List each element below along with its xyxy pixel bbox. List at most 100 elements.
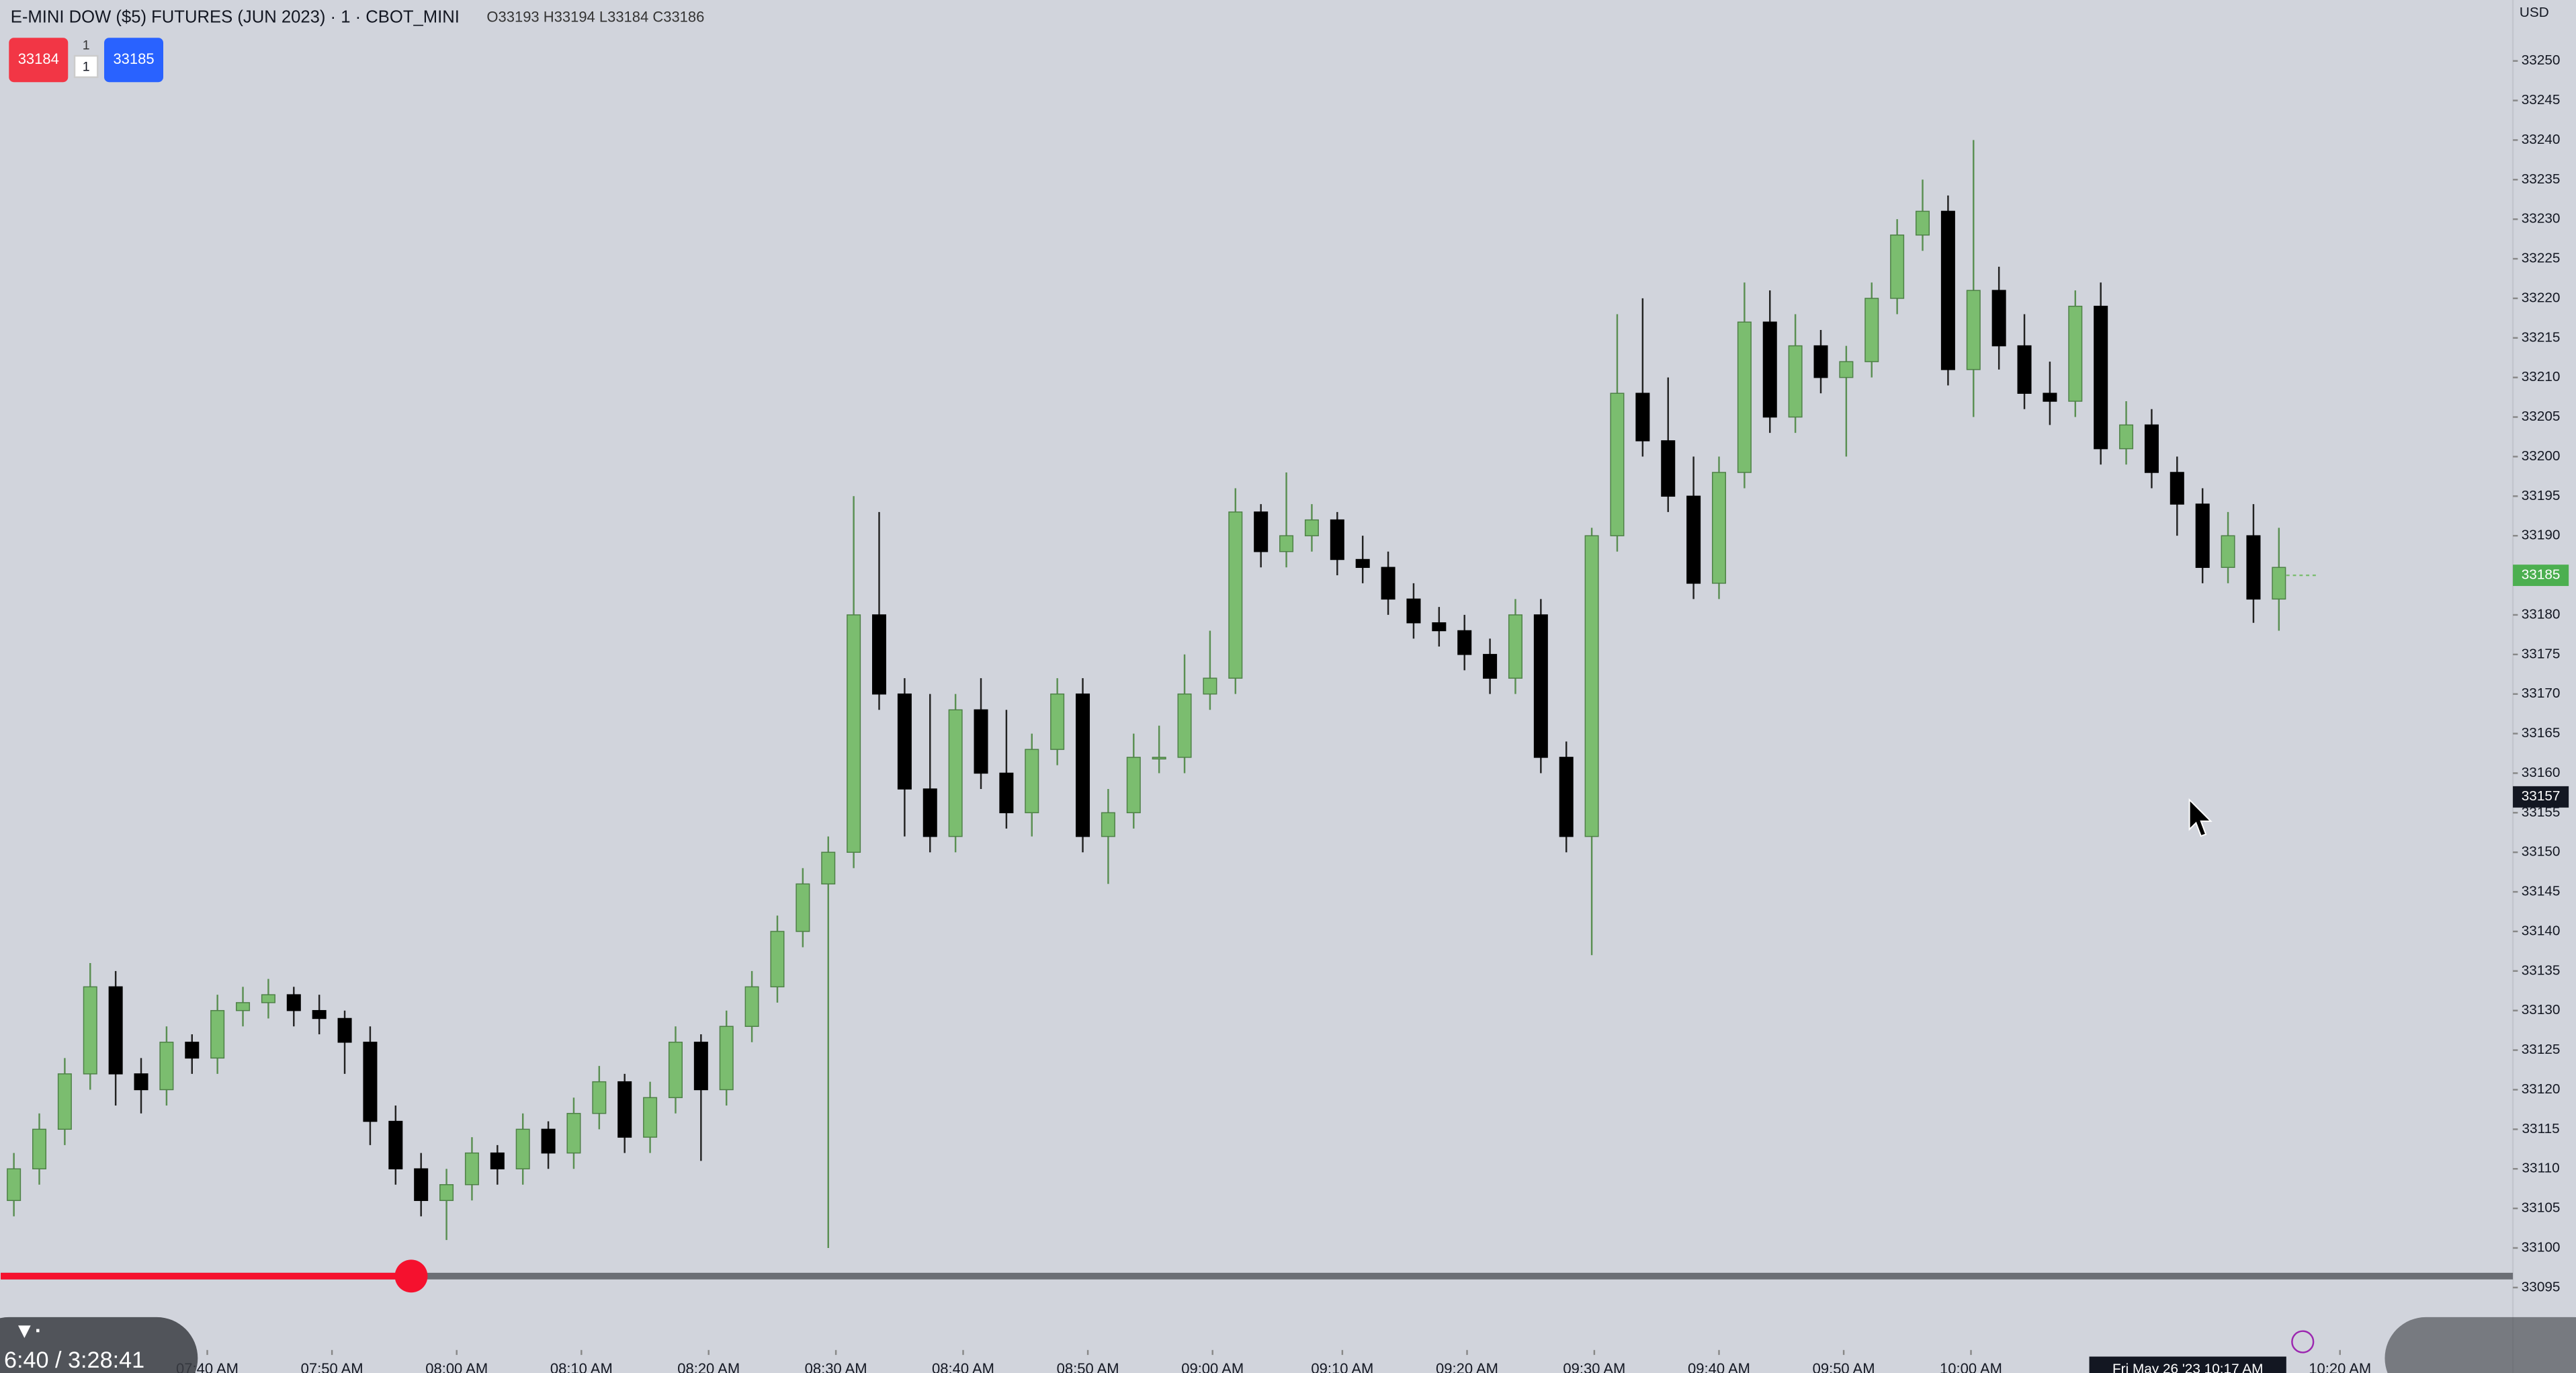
candle-body: [1916, 210, 1930, 236]
y-tick-label: 33145: [2522, 884, 2561, 899]
candle-body: [490, 1152, 505, 1169]
x-tick-label: 09:30 AM: [1563, 1360, 1625, 1373]
candle-body: [1966, 290, 1981, 370]
candle-body: [1304, 519, 1319, 536]
x-tick-label: 08:50 AM: [1057, 1360, 1119, 1373]
candle-body: [2272, 567, 2286, 600]
candle-body: [1025, 749, 1039, 814]
candle-body: [1483, 654, 1498, 679]
candle-body: [236, 1002, 251, 1011]
candle-body: [1864, 298, 1879, 362]
ohlc-header: O33193 H33194 L33184 C33186: [486, 9, 704, 26]
y-tick-label: 33140: [2522, 923, 2561, 938]
candle-body: [134, 1073, 148, 1091]
buy-price[interactable]: 33185: [113, 50, 154, 67]
y-tick-label: 33095: [2522, 1279, 2561, 1294]
candle-body: [414, 1168, 429, 1202]
sell-price[interactable]: 33184: [18, 50, 59, 67]
candle-body: [2144, 424, 2159, 473]
chart-title: E-MINI DOW ($5) FUTURES (JUN 2023) · 1 ·…: [11, 8, 460, 27]
candle-body: [948, 709, 963, 837]
candle-body: [2017, 345, 2032, 394]
mouse-cursor: [2188, 798, 2213, 837]
quantity-input[interactable]: 1: [83, 59, 90, 74]
candle-body: [770, 931, 785, 988]
candle-body: [796, 883, 810, 932]
candle-body: [7, 1168, 22, 1202]
x-tick-label: 08:10 AM: [550, 1360, 613, 1373]
crosshair-price-box: [2513, 786, 2569, 808]
crosshair-time-box: [2089, 1356, 2286, 1373]
y-tick-label: 33210: [2522, 369, 2561, 384]
candle-body: [693, 1042, 708, 1091]
video-time: 6:40 / 3:28:41: [4, 1347, 144, 1373]
crosshair-time-label: Fri May 26 '23 10:17 AM: [2112, 1362, 2263, 1373]
x-tick-label: 10:20 AM: [2309, 1360, 2371, 1373]
buy-button[interactable]: [104, 38, 164, 83]
candle-body: [974, 709, 988, 774]
y-tick-label: 33115: [2522, 1121, 2560, 1136]
last-price-box: [2513, 565, 2569, 586]
y-tick-label: 33160: [2522, 765, 2561, 780]
quantity: 1: [83, 38, 90, 53]
candle-body: [1890, 234, 1905, 299]
tv-logo: ▼∙: [14, 1318, 41, 1342]
y-tick-label: 33235: [2522, 171, 2561, 187]
last-price-label: 33185: [2522, 567, 2561, 583]
y-tick-label: 33110: [2522, 1161, 2560, 1176]
candle-body: [83, 986, 97, 1075]
quantity-box[interactable]: [73, 54, 99, 79]
x-tick-label: 09:40 AM: [1688, 1360, 1750, 1373]
candle-body: [566, 1113, 581, 1154]
y-tick-label: 33225: [2522, 251, 2561, 266]
candle-body: [439, 1184, 454, 1202]
candle-body: [617, 1081, 632, 1138]
candle-body: [1788, 345, 1803, 418]
candle-body: [1177, 693, 1192, 758]
candle-body: [1330, 519, 1344, 560]
candle-body: [312, 1009, 327, 1020]
y-tick-label: 33130: [2522, 1002, 2561, 1017]
y-tick-label: 33215: [2522, 329, 2561, 345]
candle-body: [2043, 392, 2057, 402]
candle-body: [592, 1081, 607, 1114]
candle-body: [1839, 361, 1854, 378]
candle-body: [744, 986, 759, 1027]
candle-body: [999, 772, 1014, 814]
candle-body: [337, 1017, 352, 1043]
candle-body: [464, 1152, 479, 1185]
candle-body: [541, 1128, 556, 1154]
candle-body: [1126, 757, 1141, 814]
candle-body: [1101, 812, 1115, 837]
candle-body: [1533, 614, 1548, 758]
x-tick-label: 08:40 AM: [932, 1360, 994, 1373]
candle-body: [2195, 503, 2210, 569]
candle-body: [1635, 392, 1650, 442]
y-tick-label: 33180: [2522, 606, 2561, 622]
candle-body: [1737, 321, 1752, 473]
candle-body: [2170, 472, 2184, 505]
currency[interactable]: USD: [2520, 5, 2549, 20]
y-tick-label: 33205: [2522, 409, 2561, 424]
y-tick-label: 33195: [2522, 488, 2561, 503]
candle-body: [1381, 567, 1396, 600]
sell-button[interactable]: [9, 38, 69, 83]
candle-body: [1661, 440, 1676, 497]
candle-body: [1254, 511, 1269, 552]
video-controls-right: [2385, 1317, 2576, 1373]
candle-body: [1559, 757, 1574, 837]
x-tick-label: 08:00 AM: [425, 1360, 488, 1373]
x-tick-label: 09:00 AM: [1181, 1360, 1244, 1373]
y-tick-label: 33135: [2522, 962, 2561, 978]
y-tick-label: 33240: [2522, 132, 2561, 147]
candle-body: [1228, 511, 1243, 679]
flash-icon[interactable]: [2291, 1330, 2315, 1354]
candle-body: [1076, 693, 1090, 837]
progress-handle[interactable]: [394, 1259, 428, 1293]
candle-body: [185, 1042, 200, 1059]
candle-body: [719, 1026, 734, 1091]
candle-body: [32, 1128, 47, 1169]
